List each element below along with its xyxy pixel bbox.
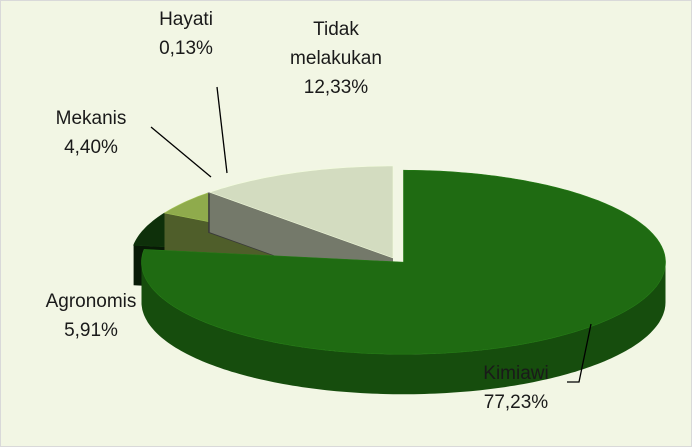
label-value: 4,40%: [64, 137, 118, 158]
slice-label: Kimiawi 77,23%: [441, 359, 591, 417]
label-value: 12,33%: [303, 77, 369, 98]
slice-label: Tidak melakukan 12,33%: [271, 15, 401, 102]
slice: [208, 165, 394, 259]
label-value: 0,13%: [159, 38, 213, 59]
slice-label: Hayati 0,13%: [131, 5, 241, 63]
slice-label: Agronomis 5,91%: [21, 287, 161, 345]
label-name: Kimiawi: [483, 363, 549, 384]
slices: [133, 165, 666, 395]
slice-label: Mekanis 4,40%: [31, 104, 151, 162]
leader-line: [216, 86, 228, 174]
label-name: Agronomis: [45, 291, 137, 312]
slice: [141, 169, 666, 355]
leader-line: [567, 323, 592, 383]
label-name: Hayati: [159, 9, 213, 30]
label-value: 77,23%: [483, 392, 549, 413]
label-name: Tidak melakukan: [290, 19, 382, 69]
label-value: 5,91%: [64, 320, 118, 341]
label-name: Mekanis: [55, 108, 127, 129]
leader-line: [150, 126, 212, 178]
slice-wall: [141, 262, 666, 395]
